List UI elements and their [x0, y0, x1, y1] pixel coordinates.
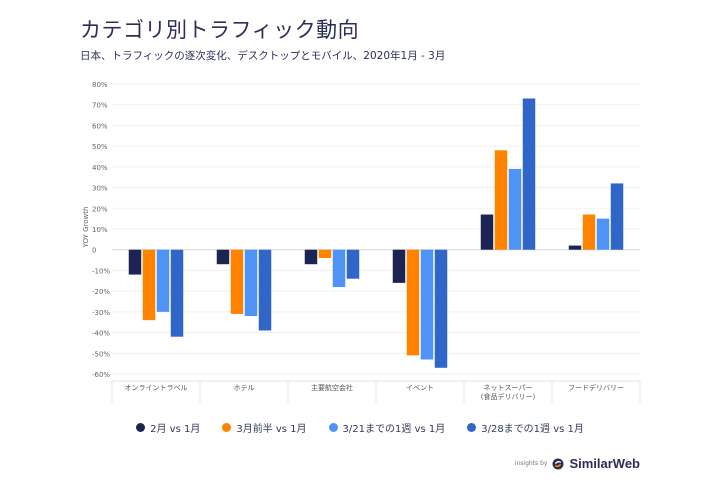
legend-swatch: [222, 423, 232, 432]
bar: [230, 249, 244, 314]
bar: [304, 249, 318, 265]
x-tick-label: (食品デリバリー): [481, 392, 536, 401]
legend-swatch: [136, 423, 146, 432]
y-tick-label: 10%: [92, 226, 108, 234]
brand-prefix: insights by: [514, 460, 548, 467]
bar: [156, 249, 170, 312]
x-tick-label: 主要航空会社: [311, 383, 353, 392]
bar: [480, 214, 494, 250]
bar: [346, 249, 360, 279]
legend-item: 2月 vs 1月: [136, 420, 200, 435]
y-tick-label: 40%: [92, 164, 108, 172]
bar: [128, 249, 142, 275]
bar: [494, 150, 508, 250]
x-tick-label: ホテル: [234, 384, 255, 392]
x-tick-label: ネットスーパー: [484, 384, 533, 392]
bar-chart: 80% 70% 60% 50% 40% 30% 20% 10% 0 -10% -20% -30% -40…: [82, 81, 641, 403]
bar: [434, 249, 448, 368]
y-tick-label: 60%: [92, 122, 108, 130]
x-tick-label: フードデリバリー: [568, 383, 624, 392]
chart-subtitle: 日本、トラフィックの逐次変化、デスクトップとモバイル、2020年1月 - 3月: [80, 50, 446, 62]
y-tick-label: 80%: [92, 81, 108, 89]
brand-footer: insights by SimilarWeb: [515, 456, 640, 471]
legend-label: 3/21までの1週 vs 1月: [342, 424, 446, 435]
bar: [244, 249, 258, 316]
bar: [596, 218, 610, 250]
bar: [420, 249, 434, 360]
brand-name: SimilarWeb: [569, 456, 640, 471]
y-tick-label: -20%: [92, 288, 110, 296]
y-tick-label: 20%: [92, 205, 108, 213]
bar: [170, 249, 184, 337]
legend-label: 3月前半 vs 1月: [236, 424, 307, 435]
x-tick-label: オンライントラベル: [125, 384, 188, 392]
y-tick-label: -60%: [92, 371, 110, 379]
legend-label: 2月 vs 1月: [150, 424, 201, 435]
y-tick-label: 0: [92, 247, 96, 255]
bar: [392, 249, 406, 283]
legend-item: 3月前半 vs 1月: [222, 420, 307, 435]
similarweb-logo-icon: [552, 458, 564, 469]
y-tick-label: 70%: [92, 102, 108, 110]
y-tick-label: 50%: [92, 143, 108, 151]
chart-title: カテゴリ別トラフィック動向: [80, 18, 360, 42]
legend-item: 3/21までの1週 vs 1月: [328, 420, 446, 435]
bar: [610, 183, 624, 250]
legend-swatch: [328, 423, 338, 432]
legend-swatch: [467, 423, 477, 432]
bar: [258, 249, 272, 331]
bar: [582, 214, 596, 250]
y-tick-label: -10%: [92, 267, 110, 275]
bar: [508, 168, 522, 250]
x-tick-label: イベント: [406, 384, 434, 392]
bar: [332, 249, 346, 287]
legend-label: 3/28までの1週 vs 1月: [481, 424, 584, 435]
y-tick-label: -50%: [92, 350, 110, 358]
bar: [216, 249, 230, 265]
y-tick-label: -40%: [92, 330, 110, 338]
chart-legend: 2月 vs 1月 3月前半 vs 1月 3/21までの1週 vs 1月 3/28までの…: [0, 420, 720, 435]
bar: [568, 245, 582, 250]
legend-item: 3/28までの1週 vs 1月: [467, 420, 584, 435]
y-tick-label: 30%: [92, 185, 108, 193]
bar: [522, 98, 536, 250]
y-tick-label: -30%: [92, 309, 110, 317]
bar: [406, 249, 420, 356]
bar: [142, 249, 156, 321]
bar: [318, 249, 332, 258]
y-axis-label: YOY Growth: [82, 207, 90, 249]
